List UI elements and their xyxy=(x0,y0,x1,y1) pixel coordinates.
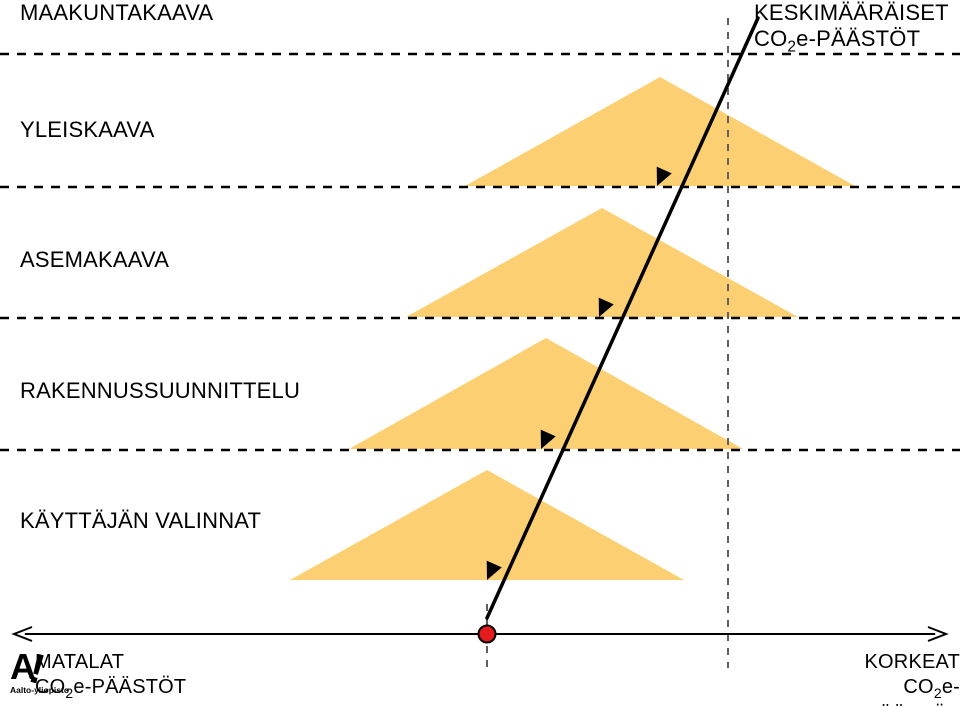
logo-text: Aalto-yliopisto xyxy=(10,685,80,695)
lines-layer xyxy=(0,0,960,707)
label-keskim-line1: KESKIMÄÄRÄISET xyxy=(754,0,949,26)
label-korkeat: KORKEAT CO2e-PÄÄSTÖT xyxy=(823,650,960,707)
co2-pre: CO xyxy=(754,26,787,51)
korkeat-line1: KORKEAT xyxy=(823,650,960,675)
label-keskim-line2: CO2e-PÄÄSTÖT xyxy=(754,26,949,57)
aalto-logo-mark: A! xyxy=(10,641,80,689)
label-asemakaava: ASEMAKAAVA xyxy=(20,247,169,273)
korkeat-co2-pre: CO xyxy=(903,676,933,698)
korkeat-co2-sub: 2 xyxy=(934,685,942,701)
korkeat-line2: CO2e-PÄÄSTÖT xyxy=(823,675,960,707)
matalat-co2-post: e-PÄÄSTÖT xyxy=(73,676,186,698)
diagram-stage: MAAKUNTAKAAVA KESKIMÄÄRÄISET CO2e-PÄÄSTÖ… xyxy=(0,0,960,707)
label-rakennussuunnittelu: RAKENNUSSUUNNITTELU xyxy=(20,378,300,404)
label-yleiskaava: YLEISKAAVA xyxy=(20,117,154,143)
aalto-logo: A! Aalto-yliopisto xyxy=(10,641,80,695)
label-maakuntakaava: MAAKUNTAKAAVA xyxy=(20,0,213,26)
co2-post: e-PÄÄSTÖT xyxy=(796,26,920,51)
label-keskimaaraiset: KESKIMÄÄRÄISET CO2e-PÄÄSTÖT xyxy=(754,0,949,57)
co2-sub: 2 xyxy=(787,39,796,56)
label-kayttajan-valinnat: KÄYTTÄJÄN VALINNAT xyxy=(20,508,261,534)
